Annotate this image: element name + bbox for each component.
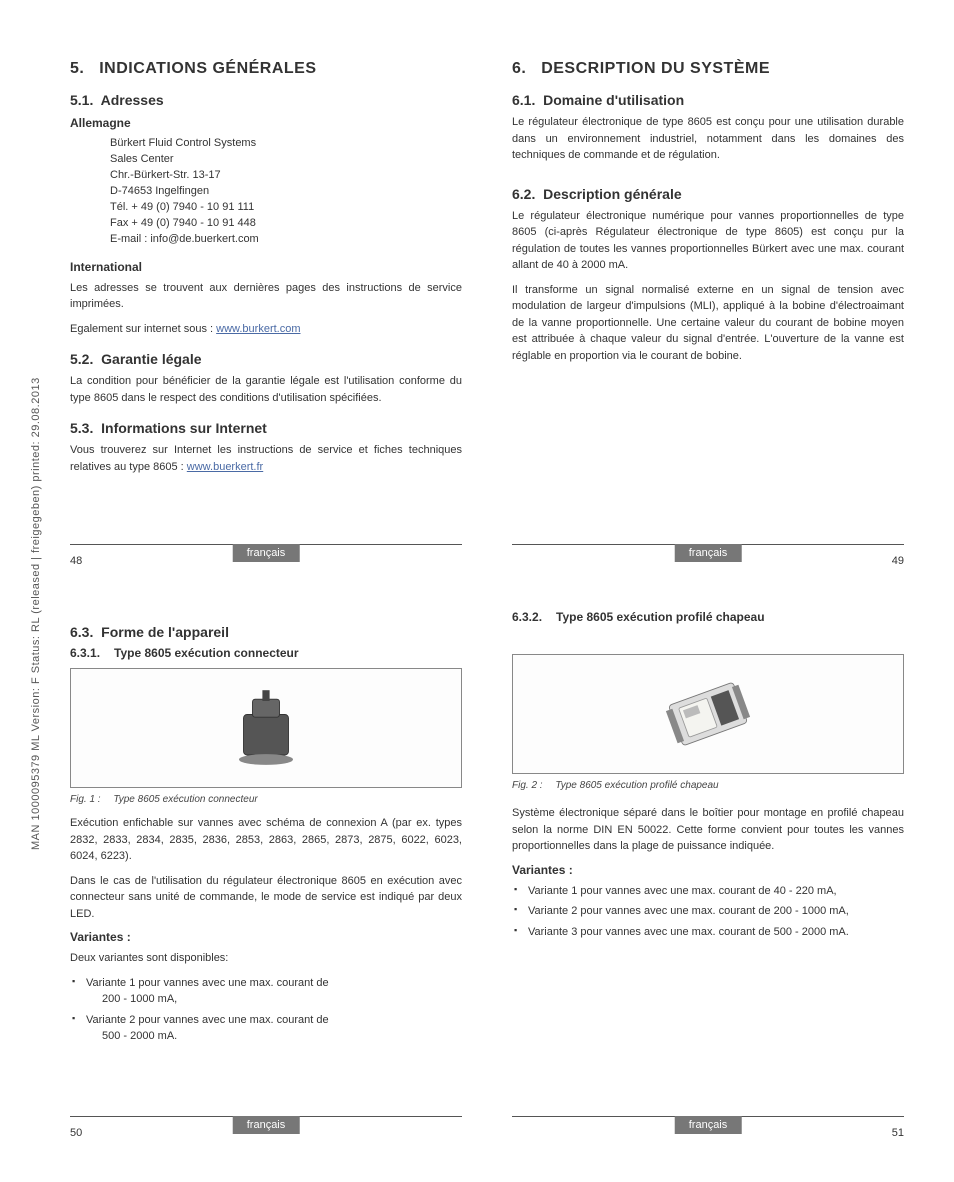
list-item-text: 500 - 2000 mA. bbox=[86, 1030, 177, 1042]
body-text: Exécution enfichable sur vannes avec sch… bbox=[70, 815, 462, 865]
list-item-text: Variante 1 pour vannes avec une max. cou… bbox=[86, 977, 329, 989]
variants-list: Variante 1 pour vannes avec une max. cou… bbox=[512, 883, 904, 941]
address-line: Chr.-Bürkert-Str. 13-17 bbox=[70, 168, 462, 184]
heading-text: Garantie légale bbox=[101, 351, 201, 367]
list-item: Variante 2 pour vannes avec une max. cou… bbox=[512, 903, 904, 920]
heading-number: 6.3. bbox=[70, 624, 93, 640]
address-line: E-mail : info@de.buerkert.com bbox=[70, 232, 462, 248]
figure-number: Fig. 2 : bbox=[512, 780, 543, 791]
list-item: Variante 3 pour vannes avec une max. cou… bbox=[512, 924, 904, 941]
heading-number: 5.2. bbox=[70, 351, 93, 367]
heading-number: 6.2. bbox=[512, 186, 535, 202]
page-footer: français 49 bbox=[512, 544, 904, 570]
page-49: 6. DESCRIPTION DU SYSTÈME 6.1. Domaine d… bbox=[512, 60, 904, 570]
body-text: Vous trouverez sur Internet les instruct… bbox=[70, 444, 462, 473]
page-footer: 48 français bbox=[70, 544, 462, 570]
list-item-text: 200 - 1000 mA, bbox=[86, 993, 177, 1005]
heading-number: 6.3.1. bbox=[70, 646, 100, 660]
heading-text: DESCRIPTION DU SYSTÈME bbox=[541, 60, 770, 77]
address-line: Tél. + 49 (0) 7940 - 10 91 111 bbox=[70, 200, 462, 216]
heading-text: Informations sur Internet bbox=[101, 420, 267, 436]
variants-label: Variantes : bbox=[512, 863, 904, 877]
section-6-3-heading: 6.3. Forme de l'appareil bbox=[70, 624, 462, 640]
page-50: 6.3. Forme de l'appareil 6.3.1. Type 860… bbox=[70, 610, 462, 1142]
variants-label: Variantes : bbox=[70, 930, 462, 944]
heading-number: 5. bbox=[70, 60, 84, 77]
section-5-2-heading: 5.2. Garantie légale bbox=[70, 351, 462, 367]
body-text: Vous trouverez sur Internet les instruct… bbox=[70, 442, 462, 475]
heading-number: 6.1. bbox=[512, 92, 535, 108]
figure-1-caption: Fig. 1 : Type 8605 exécution connecteur bbox=[70, 794, 462, 805]
page-grid: 5. INDICATIONS GÉNÉRALES 5.1. Adresses A… bbox=[70, 60, 904, 1142]
language-tab: français bbox=[675, 544, 742, 562]
page-51: 6.3.2. Type 8605 exécution profilé chape… bbox=[512, 610, 904, 1142]
language-tab: français bbox=[675, 1116, 742, 1134]
heading-text: INDICATIONS GÉNÉRALES bbox=[99, 60, 316, 77]
address-line: Sales Center bbox=[70, 152, 462, 168]
list-item: Variante 2 pour vannes avec une max. cou… bbox=[70, 1012, 462, 1045]
page-48: 5. INDICATIONS GÉNÉRALES 5.1. Adresses A… bbox=[70, 60, 462, 570]
list-item: Variante 1 pour vannes avec une max. cou… bbox=[512, 883, 904, 900]
figure-2-box bbox=[512, 654, 904, 774]
page-number: 51 bbox=[892, 1127, 904, 1139]
din-rail-device-icon bbox=[648, 669, 768, 759]
section-6-3-1-heading: 6.3.1. Type 8605 exécution connecteur bbox=[70, 646, 462, 660]
germany-label: Allemagne bbox=[70, 116, 462, 130]
figure-caption-text: Type 8605 exécution profilé chapeau bbox=[555, 780, 718, 791]
address-line: D-74653 Ingelfingen bbox=[70, 184, 462, 200]
body-text: La condition pour bénéficier de la garan… bbox=[70, 373, 462, 406]
page-footer: 50 français bbox=[70, 1116, 462, 1142]
section-6-3-2-heading: 6.3.2. Type 8605 exécution profilé chape… bbox=[512, 610, 904, 624]
heading-text: Domaine d'utilisation bbox=[543, 92, 684, 108]
body-text: Système électronique séparé dans le boît… bbox=[512, 805, 904, 855]
international-label: International bbox=[70, 260, 462, 274]
body-text: Il transforme un signal normalisé extern… bbox=[512, 282, 904, 365]
heading-text: Adresses bbox=[101, 92, 164, 108]
section-6-1-heading: 6.1. Domaine d'utilisation bbox=[512, 92, 904, 108]
variants-list: Variante 1 pour vannes avec une max. cou… bbox=[70, 975, 462, 1045]
body-text: Deux variantes sont disponibles: bbox=[70, 950, 462, 967]
section-5-3-heading: 5.3. Informations sur Internet bbox=[70, 420, 462, 436]
language-tab: français bbox=[233, 1116, 300, 1134]
buerkert-fr-link[interactable]: www.buerkert.fr bbox=[187, 461, 263, 473]
list-item: Variante 1 pour vannes avec une max. cou… bbox=[70, 975, 462, 1008]
page-number: 49 bbox=[892, 555, 904, 567]
body-text: Le régulateur électronique de type 8605 … bbox=[512, 114, 904, 164]
address-line: Fax + 49 (0) 7940 - 10 91 448 bbox=[70, 216, 462, 232]
figure-caption-text: Type 8605 exécution connecteur bbox=[113, 794, 257, 805]
address-line: Bürkert Fluid Control Systems bbox=[70, 136, 462, 152]
address-block: Bürkert Fluid Control Systems Sales Cent… bbox=[70, 136, 462, 248]
body-text: Dans le cas de l'utilisation du régulate… bbox=[70, 873, 462, 923]
burkert-com-link[interactable]: www.burkert.com bbox=[216, 323, 300, 335]
body-text: Egalement sur internet sous : bbox=[70, 323, 216, 335]
page-footer: français 51 bbox=[512, 1116, 904, 1142]
body-text: Les adresses se trouvent aux dernières p… bbox=[70, 280, 462, 313]
heading-text: Type 8605 exécution profilé chapeau bbox=[556, 610, 765, 624]
language-tab: français bbox=[233, 544, 300, 562]
page-number: 48 bbox=[70, 555, 82, 567]
heading-number: 5.1. bbox=[70, 92, 93, 108]
body-text: Egalement sur internet sous : www.burker… bbox=[70, 321, 462, 338]
heading-number: 5.3. bbox=[70, 420, 93, 436]
connector-device-icon bbox=[221, 683, 311, 773]
heading-text: Description générale bbox=[543, 186, 682, 202]
section-5-1-heading: 5.1. Adresses bbox=[70, 92, 462, 108]
section-5-heading: 5. INDICATIONS GÉNÉRALES bbox=[70, 60, 462, 78]
heading-number: 6. bbox=[512, 60, 526, 77]
section-6-heading: 6. DESCRIPTION DU SYSTÈME bbox=[512, 60, 904, 78]
list-item-text: Variante 2 pour vannes avec une max. cou… bbox=[86, 1014, 329, 1026]
document-id-label: MAN 1000095379 ML Version: F Status: RL … bbox=[30, 377, 42, 850]
heading-text: Type 8605 exécution connecteur bbox=[114, 646, 299, 660]
page-number: 50 bbox=[70, 1127, 82, 1139]
body-text: Le régulateur électronique numérique pou… bbox=[512, 208, 904, 274]
heading-number: 6.3.2. bbox=[512, 610, 542, 624]
figure-1-box bbox=[70, 668, 462, 788]
section-6-2-heading: 6.2. Description générale bbox=[512, 186, 904, 202]
figure-number: Fig. 1 : bbox=[70, 794, 101, 805]
heading-text: Forme de l'appareil bbox=[101, 624, 229, 640]
figure-2-caption: Fig. 2 : Type 8605 exécution profilé cha… bbox=[512, 780, 904, 791]
